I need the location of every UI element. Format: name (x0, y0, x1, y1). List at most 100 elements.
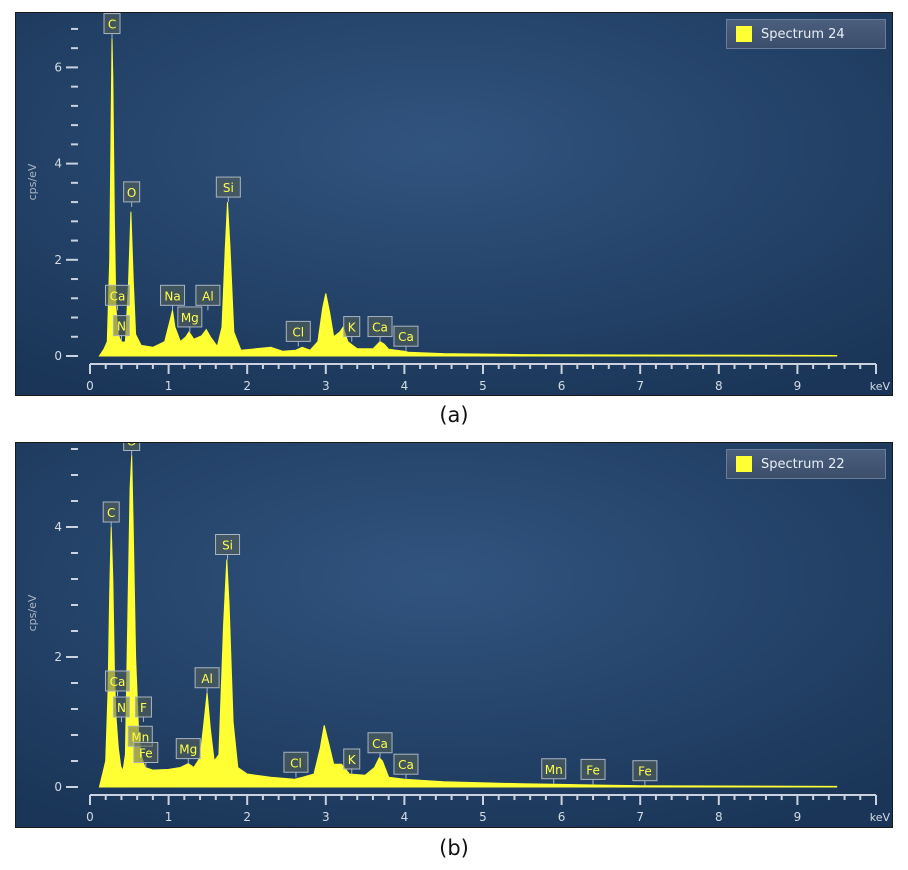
peak-label-text: O (127, 186, 136, 200)
x-tick-label: 1 (165, 379, 173, 393)
peak-label[interactable]: Cl (283, 751, 309, 778)
x-tick-label: 5 (479, 810, 487, 824)
peak-label-text: Si (222, 539, 233, 553)
peak-label[interactable]: Fe (133, 742, 159, 768)
peak-label[interactable]: Ca (393, 325, 419, 352)
peak-label[interactable]: Ca (105, 670, 131, 696)
peak-label[interactable]: Si (215, 534, 241, 560)
spectrum-panel-b: 0 1 2 3 4 5 6 7 8 9 keV 0 2 4 cps/eV O C Si Ca NF Mn Fe Al Mg Cl… (15, 442, 893, 828)
peak-label[interactable]: K (343, 316, 361, 342)
legend-swatch-b (736, 456, 752, 472)
x-tick-label: 0 (86, 810, 94, 824)
x-tick-label: 1 (165, 810, 173, 824)
plot-background (16, 443, 892, 827)
peak-label[interactable]: Ca (393, 753, 419, 780)
y-tick-label: 0 (54, 349, 62, 363)
x-tick-label: 6 (558, 810, 566, 824)
peak-label[interactable]: Si (215, 176, 241, 203)
peak-label-text: Cl (290, 756, 302, 770)
x-tick-label: 9 (794, 379, 802, 393)
x-axis-label: keV (870, 811, 891, 824)
peak-label[interactable]: K (343, 748, 361, 774)
x-tick-label: 9 (794, 810, 802, 824)
legend-label-b: Spectrum 22 (761, 456, 845, 472)
peak-label[interactable]: Mn (541, 758, 567, 784)
peak-label-text: K (348, 321, 357, 335)
x-axis-label: keV (870, 380, 891, 393)
plot-background (16, 13, 892, 395)
legend-a[interactable]: Spectrum 24 (726, 19, 886, 49)
peak-label[interactable]: N (112, 696, 130, 722)
y-tick-label: 2 (54, 650, 62, 664)
peak-label-text: Mn (545, 763, 563, 777)
peak-label-text: N (117, 320, 126, 334)
peak-label-text: Fe (586, 763, 600, 777)
y-axis-label: cps/eV (26, 163, 39, 200)
peak-label-text: Fe (139, 747, 153, 761)
peak-label[interactable]: F (134, 696, 152, 722)
peak-label[interactable]: O (123, 181, 141, 207)
x-tick-label: 7 (636, 379, 644, 393)
x-tick-label: 6 (558, 379, 566, 393)
x-tick-label: 0 (86, 379, 94, 393)
peak-label-text: Ca (398, 758, 414, 772)
spectrum-area (98, 38, 838, 357)
peak-label-text: Mg (181, 311, 199, 325)
peak-label-text: Mg (179, 743, 197, 757)
peak-label-text: N (117, 701, 126, 715)
peak-label-text: Cl (292, 325, 304, 339)
y-tick-label: 4 (54, 520, 62, 534)
peak-label-text: C (107, 506, 115, 520)
peak-label[interactable]: C (103, 13, 121, 39)
peak-label[interactable]: Fe (632, 760, 658, 786)
peak-label[interactable]: Cl (285, 320, 311, 347)
peak-label-text: Si (223, 181, 234, 195)
y-axis-label: cps/eV (26, 594, 39, 631)
x-tick-label: 8 (715, 810, 723, 824)
peak-label-text: Ca (398, 330, 414, 344)
peak-label[interactable]: Ca (367, 316, 393, 342)
caption-a: (a) (439, 403, 469, 427)
peak-label[interactable]: Al (195, 284, 221, 311)
x-tick-label: 2 (243, 810, 251, 824)
x-tick-label: 4 (401, 810, 409, 824)
legend-swatch-a (736, 26, 752, 42)
y-tick-label: 4 (54, 157, 62, 171)
peak-label-text: Na (164, 289, 180, 303)
peak-label-text: Mn (131, 730, 149, 744)
peak-label-text: Ca (110, 675, 126, 689)
x-tick-label: 5 (479, 379, 487, 393)
peak-label[interactable]: Ca (105, 284, 131, 311)
x-tick-label: 8 (715, 379, 723, 393)
peak-label[interactable]: C (102, 501, 120, 527)
peak-label-text: Ca (372, 321, 388, 335)
peak-label[interactable]: Al (194, 667, 220, 693)
peak-label-text: C (108, 18, 116, 32)
x-tick-label: 7 (636, 810, 644, 824)
peak-label[interactable]: Fe (580, 758, 606, 785)
peak-label[interactable]: Mg (175, 738, 201, 764)
peak-label-text: O (127, 443, 136, 449)
peak-label[interactable]: Mg (177, 306, 203, 332)
peak-label-text: Ca (372, 737, 388, 751)
spectrum-panel-a: 0 1 2 3 4 5 6 7 8 9 keV 0 2 4 6 cps/eV C O Si Na Al Mg Ca N Cl K C… (15, 12, 893, 396)
peak-label-text: Ca (110, 289, 126, 303)
x-tick-label: 3 (322, 379, 330, 393)
peak-label[interactable]: Mn (127, 725, 153, 752)
spectrum-chart-b: 0 1 2 3 4 5 6 7 8 9 keV 0 2 4 cps/eV O C Si Ca NF Mn Fe Al Mg Cl… (16, 443, 892, 827)
peak-label-box (175, 738, 201, 760)
x-tick-label: 2 (243, 379, 251, 393)
y-tick-label: 0 (54, 780, 62, 794)
peak-label[interactable]: Na (160, 284, 186, 311)
peak-label[interactable]: N (112, 315, 130, 341)
legend-label-a: Spectrum 24 (761, 26, 845, 42)
legend-b[interactable]: Spectrum 22 (726, 449, 886, 479)
peak-label[interactable]: Ca (367, 732, 393, 758)
x-tick-label: 3 (322, 810, 330, 824)
peak-label-text: K (348, 753, 357, 767)
spectrum-area (98, 455, 838, 788)
x-tick-label: 4 (401, 379, 409, 393)
peak-label-text: Fe (638, 765, 652, 779)
peak-label[interactable]: O (123, 443, 141, 456)
